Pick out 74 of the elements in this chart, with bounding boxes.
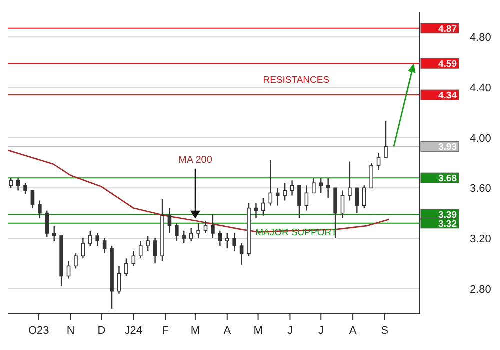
- x-tick-label: M: [254, 325, 263, 337]
- y-tick-label: 4.40: [470, 82, 492, 94]
- candlestick: [370, 162, 374, 189]
- x-tick-label: N: [66, 325, 75, 337]
- x-tick-label: S: [381, 325, 389, 337]
- candlestick: [24, 182, 28, 196]
- candlestick: [138, 240, 143, 260]
- x-tick-label: A: [224, 325, 232, 337]
- candlestick: [153, 238, 158, 264]
- candlestick: [146, 235, 150, 252]
- candlestick: [102, 238, 107, 254]
- candlestick: [182, 230, 186, 244]
- candlestick: [132, 250, 136, 267]
- x-tick-label: J: [318, 325, 324, 337]
- candlestick: [262, 198, 266, 216]
- candlestick: [196, 222, 200, 240]
- x-tick-label: M: [190, 325, 200, 337]
- candlestick: [117, 266, 122, 294]
- ref-line-label: 3.68: [438, 174, 457, 185]
- ref-line-label: 3.32: [438, 218, 457, 230]
- candlestick: [355, 188, 360, 214]
- ref-line-label: 3.39: [438, 210, 457, 222]
- candlestick: [96, 232, 100, 247]
- candlestick: [124, 258, 128, 277]
- candlestick: [376, 152, 381, 172]
- ref-line-label: 4.87: [438, 24, 457, 35]
- candlestick: [74, 253, 78, 270]
- annotation: RESISTANCES: [263, 74, 330, 86]
- ref-line-label: 3.93: [438, 142, 457, 154]
- x-tick-label: A: [349, 325, 358, 337]
- y-tick-label: 3.20: [470, 234, 492, 246]
- candlestick: [290, 180, 294, 196]
- candlestick: [319, 178, 324, 194]
- candlestick: [240, 242, 244, 266]
- candlestick: [81, 238, 86, 260]
- candlestick: [175, 222, 179, 242]
- candlestick: [218, 230, 222, 247]
- candlestick: [276, 188, 280, 206]
- candlestick: [304, 185, 309, 212]
- candlestick: [30, 190, 35, 209]
- x-tick-label: F: [162, 325, 170, 337]
- x-tick-label: O23: [28, 325, 50, 337]
- candlestick: [225, 232, 230, 250]
- candlestick: [362, 185, 366, 209]
- candlestick: [38, 200, 42, 219]
- candlestick: [348, 161, 352, 202]
- candlestick: [312, 178, 316, 194]
- candlestick: [189, 228, 194, 242]
- x-tick-label: D: [98, 325, 106, 337]
- ref-line-label: 4.34: [438, 90, 458, 102]
- text: MA 200: [178, 154, 213, 166]
- candlestick: [52, 225, 56, 242]
- candlestick: [326, 178, 330, 199]
- candlestick: [204, 220, 208, 234]
- x-tick-label: J24: [124, 325, 143, 337]
- y-tick-label: 4.00: [470, 132, 492, 145]
- candlestick: [16, 178, 20, 192]
- candlestick: [88, 230, 92, 247]
- candlestick: [340, 190, 345, 219]
- x-tick-label: J: [287, 325, 293, 337]
- candlestick: [283, 182, 287, 202]
- candlestick: [9, 178, 13, 189]
- candlestick: [298, 185, 302, 219]
- candlestick: [45, 210, 50, 238]
- y-tick-label: 3.60: [470, 183, 492, 196]
- y-tick-label: 2.80: [470, 284, 492, 296]
- candlestick: [168, 208, 172, 234]
- candlestick: [211, 214, 215, 240]
- candlestick: [66, 260, 71, 280]
- candlestick: [232, 232, 236, 252]
- candlestick: [384, 120, 388, 159]
- y-tick-label: 4.80: [470, 32, 492, 44]
- ref-line-label: 4.59: [438, 59, 457, 70]
- candlestick: [268, 160, 273, 206]
